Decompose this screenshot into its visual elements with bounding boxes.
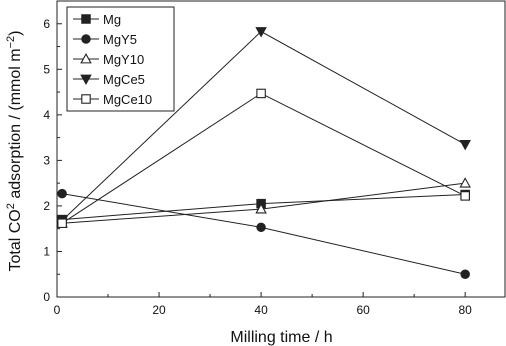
legend-item: MgCe10	[73, 92, 152, 107]
data-point	[459, 177, 471, 188]
legend-marker	[81, 14, 91, 24]
data-point	[57, 218, 67, 228]
data-point	[256, 88, 266, 99]
legend-marker	[81, 34, 91, 44]
x-tick-label: 60	[356, 303, 370, 317]
x-axis-ticks: 0 20 40 60 80	[54, 292, 473, 317]
y-axis-label-sup2: −2	[5, 36, 17, 49]
y-axis-label-sup: 2	[5, 203, 17, 209]
data-point	[57, 188, 67, 199]
legend-label: MgY5	[103, 32, 137, 47]
legend-marker	[80, 53, 92, 64]
legend-item: MgY10	[73, 52, 144, 67]
legend-label: Mg	[103, 12, 121, 27]
y-tick-label: 0	[43, 290, 50, 304]
data-point	[255, 27, 267, 38]
y-tick-label: 3	[43, 153, 50, 167]
x-axis-label: Milling time / h	[230, 329, 332, 346]
data-point	[255, 203, 267, 214]
data-point	[460, 269, 470, 279]
x-tick-label: 20	[152, 303, 166, 317]
series-mgy5	[57, 188, 470, 279]
legend-marker	[81, 94, 91, 104]
x-tick-label: 80	[459, 303, 473, 317]
legend-item: MgCe5	[73, 72, 145, 87]
y-tick-label: 2	[43, 199, 50, 213]
y-axis-label-post: )	[7, 31, 24, 36]
y-tick-label: 1	[43, 244, 50, 258]
legend-label: MgY10	[103, 52, 144, 67]
y-axis-ticks: 0 1 2 3 4 5 6	[43, 17, 62, 304]
x-tick-label: 40	[254, 303, 268, 317]
legend-item: MgY5	[73, 32, 137, 47]
legend: Mg MgY5 MgY10 MgCe5 MgCe10	[66, 6, 175, 112]
y-axis-label: Total CO2 adsorption / (mmol m−2)	[5, 31, 24, 272]
x-tick-label: 0	[54, 303, 61, 317]
data-point	[459, 140, 471, 151]
y-tick-label: 5	[43, 62, 50, 76]
data-point	[460, 191, 470, 201]
y-tick-label: 6	[43, 17, 50, 31]
y-axis-label-pre: Total CO	[7, 209, 24, 271]
legend-label: MgCe10	[103, 92, 152, 107]
legend-label: MgCe5	[103, 72, 145, 87]
data-point	[256, 222, 266, 233]
plot-frame	[56, 0, 506, 298]
series-mgce10	[57, 88, 470, 228]
y-axis-label-mid: adsorption / (mmol m	[7, 48, 24, 203]
legend-marker	[80, 74, 92, 85]
series-layer	[56, 27, 471, 279]
y-tick-label: 4	[43, 108, 50, 122]
legend-item: Mg	[73, 12, 121, 27]
